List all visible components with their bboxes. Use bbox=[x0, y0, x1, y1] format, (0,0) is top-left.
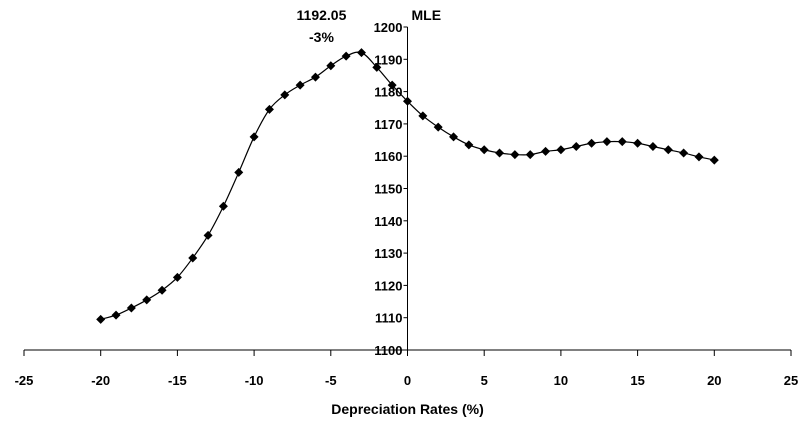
x-tick-label: 20 bbox=[707, 373, 721, 388]
data-point bbox=[602, 137, 612, 147]
data-point bbox=[234, 167, 244, 177]
x-tick-label: -15 bbox=[168, 373, 187, 388]
data-point bbox=[479, 145, 489, 155]
x-tick-label: -5 bbox=[325, 373, 337, 388]
data-point bbox=[587, 138, 597, 148]
x-tick-label: -20 bbox=[91, 373, 110, 388]
data-point bbox=[203, 230, 213, 240]
data-point bbox=[510, 150, 520, 160]
data-point bbox=[280, 90, 290, 100]
data-point bbox=[418, 111, 428, 121]
data-point bbox=[218, 201, 228, 211]
data-point bbox=[264, 104, 274, 114]
data-point bbox=[295, 80, 305, 90]
data-point bbox=[172, 272, 182, 282]
y-tick-label: 1150 bbox=[374, 182, 402, 197]
x-tick-label: 0 bbox=[404, 373, 411, 388]
y-axis-title: MLE bbox=[412, 7, 442, 23]
data-point bbox=[326, 61, 336, 71]
data-point bbox=[663, 145, 673, 155]
data-point bbox=[157, 285, 167, 295]
data-point bbox=[126, 303, 136, 313]
y-tick-label: 1160 bbox=[374, 149, 402, 164]
y-axis: 1100111011201130114011501160117011801190… bbox=[374, 20, 408, 358]
data-point bbox=[556, 145, 566, 155]
y-tick-label: 1190 bbox=[374, 52, 402, 67]
data-point bbox=[111, 310, 121, 320]
series bbox=[96, 48, 719, 324]
y-tick-label: 1110 bbox=[375, 311, 403, 326]
data-point bbox=[403, 96, 412, 106]
data-point bbox=[142, 295, 152, 305]
peak-rate-annotation: -3% bbox=[309, 29, 334, 45]
data-point bbox=[387, 80, 397, 90]
x-axis-title: Depreciation Rates (%) bbox=[331, 401, 483, 417]
x-tick-label: 5 bbox=[481, 373, 488, 388]
y-tick-label: 1130 bbox=[374, 246, 402, 261]
data-point bbox=[679, 148, 689, 158]
data-point bbox=[188, 253, 198, 263]
data-point bbox=[525, 150, 535, 160]
data-point bbox=[541, 146, 551, 156]
y-tick-label: 1100 bbox=[374, 343, 402, 358]
x-tick-label: 25 bbox=[784, 373, 798, 388]
x-tick-label: 15 bbox=[630, 373, 644, 388]
data-point bbox=[433, 122, 443, 132]
data-point bbox=[464, 140, 474, 150]
data-point bbox=[341, 51, 351, 61]
data-point bbox=[633, 138, 643, 148]
peak-value-annotation: 1192.05 bbox=[297, 7, 347, 23]
x-axis: -25 -20 -15 -10 -5 0 5 10 15 20 25 bbox=[15, 349, 798, 388]
data-point bbox=[310, 72, 320, 82]
data-point bbox=[495, 148, 505, 158]
data-point bbox=[709, 155, 719, 165]
x-tick-label: 10 bbox=[554, 373, 568, 388]
y-tick-label: 1120 bbox=[374, 278, 402, 293]
x-tick-label: -10 bbox=[245, 373, 264, 388]
y-tick-label: 1140 bbox=[374, 214, 402, 229]
data-point bbox=[449, 132, 459, 142]
data-point bbox=[694, 152, 704, 162]
x-tick-label: -25 bbox=[15, 373, 34, 388]
data-point bbox=[372, 62, 382, 72]
data-point bbox=[356, 48, 366, 58]
y-tick-label: 1200 bbox=[374, 20, 403, 35]
data-point bbox=[571, 142, 581, 152]
data-point bbox=[648, 142, 658, 152]
y-tick-label: 1170 bbox=[374, 117, 402, 132]
data-point bbox=[249, 132, 259, 142]
data-point bbox=[96, 314, 106, 324]
data-point bbox=[617, 137, 627, 147]
